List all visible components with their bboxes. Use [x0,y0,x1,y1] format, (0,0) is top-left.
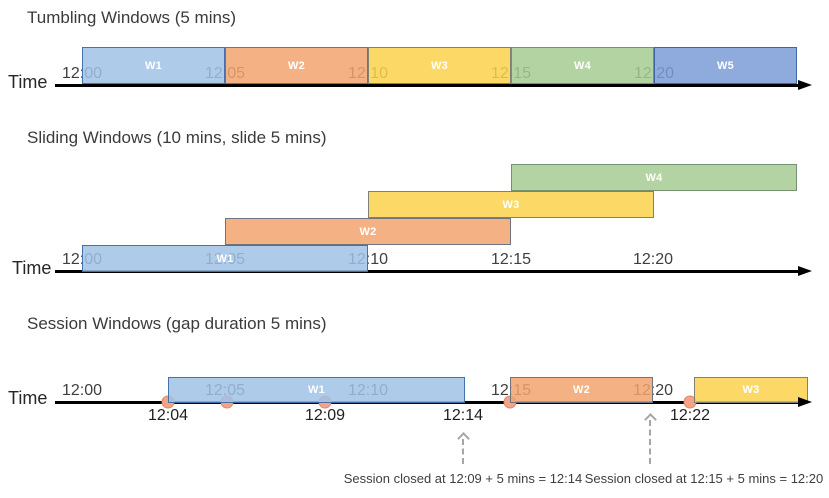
sliding-window-bar-w4: W4 [511,164,797,191]
session-section-title: Session Windows (gap duration 5 mins) [27,314,327,333]
window-label: W3 [742,384,760,396]
sliding-tick-1220: 12:20 [632,251,674,268]
sliding-time-axis-label: Time [12,258,52,278]
sliding-timeline-axis [55,270,800,273]
session-closed-arrow-up-icon [457,432,470,464]
session-closed-annotation-1: Session closed at 12:09 + 5 mins = 12:14 [343,471,583,486]
tumbling-axis-arrow-icon [798,80,812,90]
session-closed-annotation-2: Session closed at 12:15 + 5 mins = 12:20 [584,471,824,486]
window-label: W4 [573,59,592,72]
window-label: W5 [716,59,735,72]
window-label: W2 [359,225,377,238]
window-label: W3 [430,59,449,72]
session-tick-1200: 12:00 [61,382,103,399]
event-time-label-1209: 12:09 [304,407,346,424]
sliding-axis-arrow-icon [798,266,812,276]
dashed-line [462,439,464,464]
sliding-tick-1215: 12:15 [490,251,532,268]
window-label: W3 [502,198,520,211]
sliding-window-bar-w2: W2 [225,218,511,245]
session-window-bar-w2: W2 [510,377,653,403]
window-label: W1 [216,252,234,265]
dashed-line [649,420,651,464]
session-window-bar-w1: W1 [168,377,465,403]
event-time-label-1214: 12:14 [442,407,484,424]
sliding-window-bar-w1: W1 [82,245,368,272]
session-closed-arrow-up-icon [644,413,657,464]
tumbling-timeline-axis [55,84,800,87]
session-time-axis-label: Time [8,388,48,408]
sliding-window-bar-w3: W3 [368,191,654,218]
tumbling-window-bar-w5: W5 [654,47,797,84]
session-axis-arrow-icon [798,397,812,407]
tumbling-time-axis-label: Time [8,72,48,92]
window-label: W1 [307,384,326,396]
window-label: W4 [645,171,663,184]
tumbling-window-bar-w2: W2 [225,47,368,84]
session-window-bar-w3: W3 [694,377,808,403]
tumbling-window-bar-w4: W4 [511,47,654,84]
tumbling-window-bar-w1: W1 [82,47,225,84]
sliding-section-title: Sliding Windows (10 mins, slide 5 mins) [27,128,327,147]
window-label: W2 [287,59,306,72]
event-time-label-1204: 12:04 [147,407,189,424]
tumbling-section-title: Tumbling Windows (5 mins) [27,8,237,27]
event-time-label-1222: 12:22 [669,407,711,424]
window-label: W1 [144,59,163,72]
tumbling-window-bar-w3: W3 [368,47,511,84]
window-label: W2 [572,384,591,396]
